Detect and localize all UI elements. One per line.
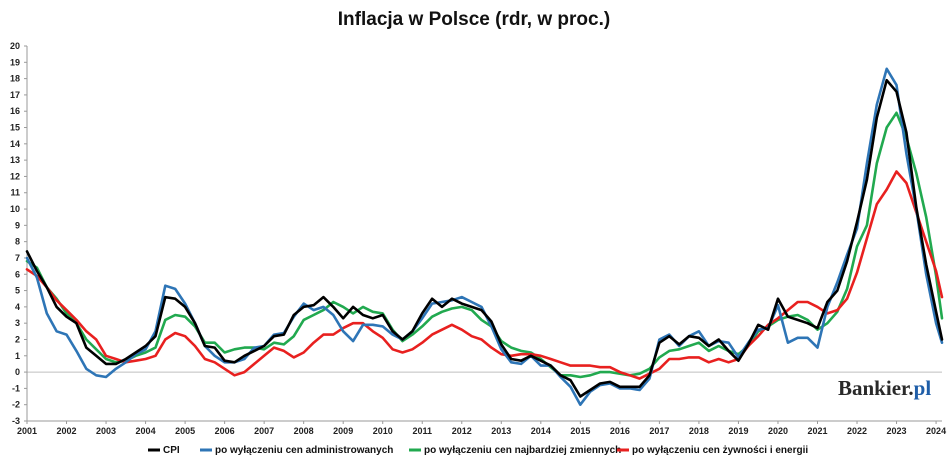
series-layer (25, 67, 944, 407)
x-tick-label: 2016 (610, 426, 630, 436)
x-tick-label: 2013 (491, 426, 511, 436)
series-line-0 (25, 78, 944, 398)
y-tick-label: 19 (10, 57, 20, 67)
x-tick-label: 2006 (215, 426, 235, 436)
x-tick-label: 2002 (57, 426, 77, 436)
x-tick-label: 2007 (254, 426, 274, 436)
y-tick-label: -2 (12, 400, 20, 410)
y-tick-label: 10 (10, 204, 20, 214)
y-tick-label: 5 (15, 286, 20, 296)
chart-title: Inflacja w Polsce (rdr, w proc.) (338, 9, 610, 30)
x-tick-label: 2017 (649, 426, 669, 436)
series-line-2 (25, 111, 944, 379)
series-line-3 (25, 170, 944, 380)
legend: CPI po wyłączeniu cen administrowanych po … (148, 445, 808, 456)
x-tick-label: 2021 (807, 426, 827, 436)
x-tick-label: 2009 (333, 426, 353, 436)
y-tick-label: 15 (10, 123, 20, 133)
y-tick-label: 14 (10, 139, 20, 149)
y-tick-label: 17 (10, 90, 20, 100)
y-tick-label: -3 (12, 416, 20, 426)
y-tick-label: 18 (10, 74, 20, 84)
x-tick-label: 2024 (926, 426, 946, 436)
y-tick-label: 8 (15, 237, 20, 247)
x-tick-label: 2014 (531, 426, 551, 436)
y-tick-label: 0 (15, 367, 20, 377)
x-axis-ticks: 2001 2002 2003 2004 2005 2006 2007 2008 2009 2010… (17, 421, 946, 436)
x-tick-label: 2008 (294, 426, 314, 436)
y-tick-label: 1 (15, 351, 20, 361)
x-tick-label: 2015 (570, 426, 590, 436)
x-tick-label: 2020 (768, 426, 788, 436)
legend-label-0: CPI (163, 445, 180, 456)
x-tick-label: 2004 (136, 426, 156, 436)
y-tick-label: 7 (15, 253, 20, 263)
x-tick-label: 2010 (373, 426, 393, 436)
y-tick-label: 9 (15, 220, 20, 230)
y-tick-label: 11 (10, 188, 20, 198)
x-tick-label: 2003 (96, 426, 116, 436)
y-tick-label: 12 (10, 171, 20, 181)
y-tick-label: 2 (15, 334, 20, 344)
x-tick-label: 2001 (17, 426, 37, 436)
x-tick-label: 2022 (847, 426, 867, 436)
watermark-text: Bankier.pl (838, 376, 931, 400)
y-tick-label: 6 (15, 269, 20, 279)
x-tick-label: 2019 (728, 426, 748, 436)
x-tick-label: 2018 (689, 426, 709, 436)
legend-label-2: po wyłączeniu cen najbardziej zmiennych (424, 445, 621, 456)
y-tick-label: -1 (12, 383, 20, 393)
legend-label-3: po wyłączeniu cen żywności i energii (632, 445, 808, 456)
y-tick-label: 20 (10, 41, 20, 51)
y-tick-label: 16 (10, 106, 20, 116)
watermark-logo: Bankier.pl (838, 376, 931, 400)
legend-label-1: po wyłączeniu cen administrowanych (215, 445, 393, 456)
y-tick-label: 3 (15, 318, 20, 328)
y-tick-label: 4 (15, 302, 20, 312)
x-tick-label: 2012 (452, 426, 472, 436)
series-line-1 (25, 67, 944, 407)
x-tick-label: 2023 (887, 426, 907, 436)
x-tick-label: 2011 (412, 426, 432, 436)
x-tick-label: 2005 (175, 426, 195, 436)
y-tick-label: 13 (10, 155, 20, 165)
